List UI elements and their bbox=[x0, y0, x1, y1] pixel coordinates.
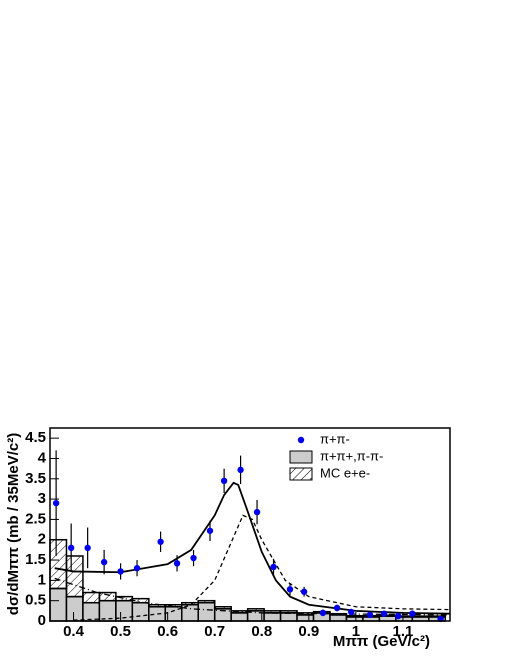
data-point bbox=[52, 499, 60, 507]
mc-bin bbox=[279, 610, 298, 614]
y-tick-label: 0 bbox=[38, 612, 46, 629]
data-point bbox=[366, 611, 374, 619]
mc-bin bbox=[428, 615, 447, 618]
data-point bbox=[157, 538, 164, 545]
background-bin bbox=[181, 603, 199, 622]
background-bin bbox=[263, 612, 282, 622]
background-bin bbox=[49, 587, 68, 622]
x-tick-label: 0.6 bbox=[157, 623, 178, 640]
legend-label: π+π- bbox=[320, 431, 350, 446]
data-point bbox=[117, 568, 124, 575]
background-bin bbox=[230, 612, 249, 622]
data-point bbox=[333, 604, 341, 612]
data-point bbox=[173, 560, 181, 567]
mc-bin bbox=[181, 601, 199, 606]
mc-bin bbox=[197, 599, 216, 604]
data-point bbox=[395, 612, 402, 620]
mc-bin bbox=[213, 606, 232, 610]
data-point bbox=[253, 508, 261, 516]
fit-curve bbox=[54, 481, 451, 615]
background-bin bbox=[329, 614, 348, 622]
fit-curve bbox=[73, 514, 451, 621]
y-tick-label: 1 bbox=[38, 571, 46, 588]
background-bin bbox=[197, 601, 216, 622]
background-bin bbox=[98, 599, 117, 622]
mc-bin bbox=[345, 614, 364, 618]
x-tick-label: 1.1 bbox=[393, 623, 414, 640]
y-axis-label: dσ/dMππ (mb / 35MeV/c²) bbox=[5, 433, 22, 615]
data-point bbox=[100, 558, 108, 566]
data-point bbox=[409, 610, 416, 617]
data-point bbox=[380, 610, 388, 617]
x-axis-label: Mππ (GeV/c²) bbox=[333, 633, 430, 650]
y-tick-label: 2 bbox=[38, 531, 46, 548]
background-bin bbox=[131, 601, 150, 622]
data-point bbox=[190, 554, 197, 562]
data-point bbox=[286, 586, 294, 593]
background-bin bbox=[65, 595, 84, 622]
data-point bbox=[319, 609, 327, 617]
fit-curve bbox=[54, 577, 451, 616]
legend-label: π+π+,π-π- bbox=[320, 448, 383, 463]
mc-bin bbox=[246, 608, 265, 612]
mc-bin bbox=[411, 615, 430, 618]
data-point bbox=[347, 608, 355, 616]
background-bin bbox=[296, 614, 315, 622]
plot-frame bbox=[49, 427, 451, 622]
data-point bbox=[220, 477, 228, 485]
legend-label: MC e+e- bbox=[320, 465, 370, 480]
background-bin bbox=[148, 606, 167, 622]
x-tick-label: 0.9 bbox=[298, 623, 319, 640]
data-point bbox=[67, 544, 75, 552]
data-point bbox=[300, 588, 308, 595]
y-tick-label: 2.5 bbox=[25, 510, 46, 527]
y-tick-label: 4 bbox=[38, 449, 47, 466]
x-tick-label: 0.5 bbox=[110, 623, 131, 640]
x-tick-label: 0.8 bbox=[251, 623, 272, 640]
y-tick-label: 0.5 bbox=[25, 592, 46, 609]
legend-marker bbox=[297, 436, 305, 444]
data-point bbox=[237, 466, 244, 474]
data-point bbox=[84, 544, 91, 552]
y-tick-label: 1.5 bbox=[25, 551, 46, 568]
x-tick-label: 1 bbox=[352, 623, 360, 640]
y-tick-label: 3.5 bbox=[25, 470, 46, 487]
x-tick-label: 0.4 bbox=[63, 623, 85, 640]
x-tick-label: 0.7 bbox=[204, 623, 225, 640]
mc-bin bbox=[148, 603, 167, 608]
mc-bin bbox=[82, 591, 101, 604]
data-point bbox=[270, 563, 277, 571]
mc-bin bbox=[65, 555, 84, 598]
data-point bbox=[206, 527, 214, 534]
y-tick-label: 3 bbox=[38, 490, 46, 507]
legend-swatch bbox=[289, 467, 313, 481]
legend-swatch bbox=[289, 450, 313, 464]
y-tick-label: 4.5 bbox=[25, 429, 46, 446]
data-point bbox=[133, 564, 141, 572]
background-bin bbox=[82, 601, 101, 622]
background-bin bbox=[279, 612, 298, 622]
